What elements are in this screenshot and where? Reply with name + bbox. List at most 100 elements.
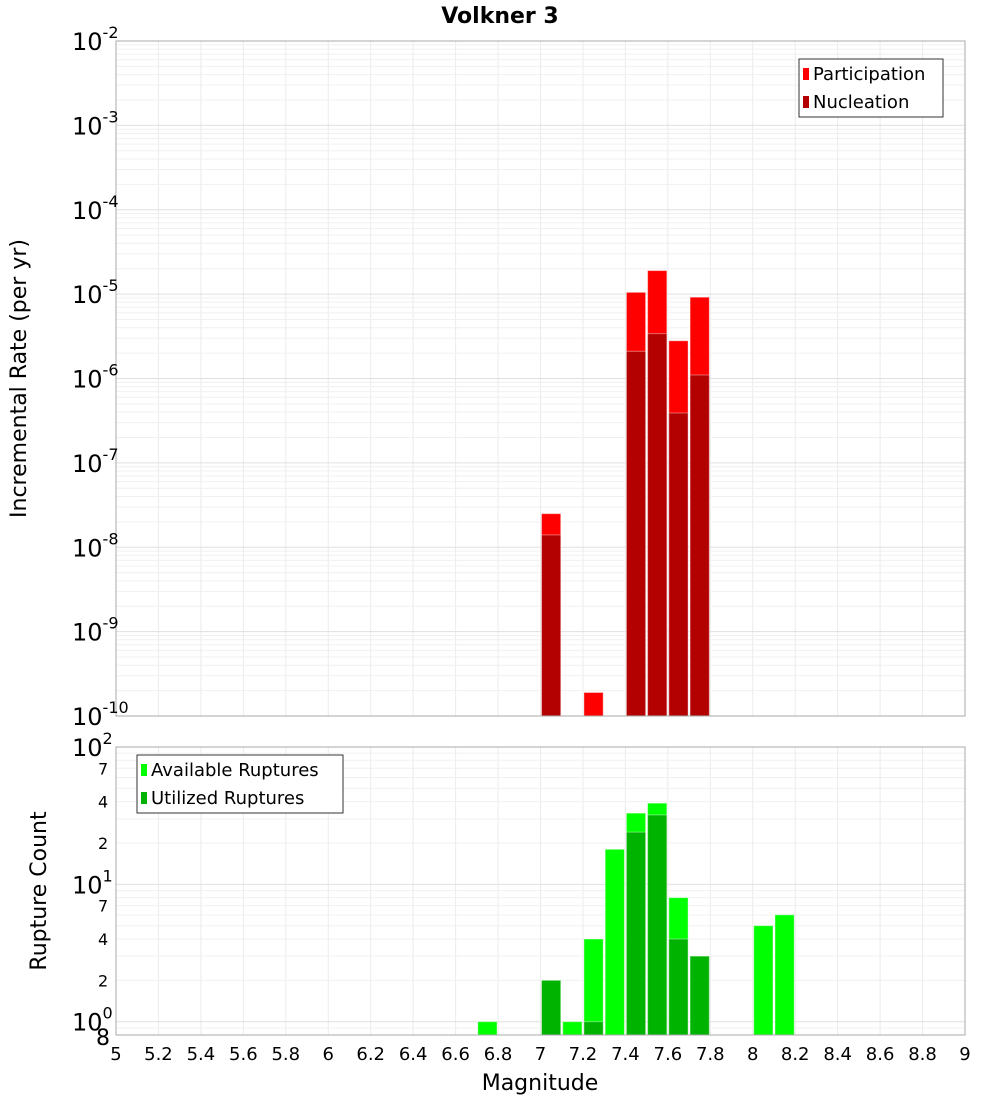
x-tick-label: 7 — [535, 1044, 546, 1065]
y-minor-tick-label: 4 — [98, 930, 108, 949]
y-tick-base: 10 — [72, 112, 103, 140]
y-minor-tick-label: 7 — [98, 759, 108, 778]
y-tick-exponent: -7 — [103, 445, 119, 464]
x-tick-label: 5 — [110, 1044, 121, 1065]
plot-border — [115, 40, 966, 717]
legend-box — [136, 754, 344, 814]
x-tick-label: 9 — [959, 1044, 970, 1065]
y-minor-tick-label: 2 — [98, 834, 108, 853]
x-tick-label: 5.8 — [271, 1044, 300, 1065]
bar-nucleation — [668, 412, 689, 717]
bar-available-ruptures — [583, 938, 604, 1036]
bar-utilized-ruptures — [647, 814, 668, 1036]
legend-swatch — [141, 792, 147, 804]
legend-swatch — [141, 764, 147, 776]
bar-available-ruptures — [562, 1021, 583, 1036]
x-tick-label: 8.6 — [866, 1044, 895, 1065]
y-tick-exponent: 0 — [103, 1004, 113, 1023]
y-tick-label: 10-10 — [72, 698, 129, 731]
x-tick-label: 6.4 — [399, 1044, 428, 1065]
y-minor-tick-label: 4 — [98, 793, 108, 812]
y-tick-exponent: 1 — [103, 866, 113, 885]
y-tick-label: 102 — [72, 729, 113, 762]
bar-nucleation — [541, 534, 562, 717]
x-tick-label: 6 — [323, 1044, 334, 1065]
y-tick-label: 101 — [72, 866, 113, 899]
x-tick-label: 7.2 — [569, 1044, 598, 1065]
x-tick-label: 5.6 — [229, 1044, 258, 1065]
bar-utilized-ruptures — [541, 979, 562, 1036]
bar-available-ruptures — [753, 925, 774, 1036]
x-tick-label: 7.4 — [611, 1044, 640, 1065]
y-tick-exponent: 2 — [103, 729, 113, 748]
bar-utilized-ruptures — [625, 831, 647, 1036]
plot-border — [115, 746, 966, 1036]
bar-nucleation — [647, 333, 668, 717]
x-tick-label: 8.8 — [908, 1044, 937, 1065]
legend-swatch — [803, 68, 809, 80]
chart-title: Volkner 3 — [441, 4, 559, 29]
bar-available-ruptures — [604, 848, 625, 1036]
bar-utilized-ruptures — [583, 1021, 604, 1036]
y-tick-exponent: -2 — [103, 23, 119, 42]
x-axis-label: Magnitude — [482, 1071, 599, 1096]
bar-participation — [583, 691, 604, 717]
y-tick-exponent: -4 — [103, 192, 119, 211]
x-tick-label: 6.8 — [484, 1044, 513, 1065]
y-tick-base: 10 — [72, 619, 103, 647]
y-tick-base: 10 — [72, 871, 103, 899]
y-minor-tick-label: 8 — [96, 1026, 110, 1051]
y-tick-base: 10 — [72, 28, 103, 56]
bar-nucleation — [689, 374, 710, 717]
legend-swatch — [803, 96, 809, 108]
legend-box — [798, 58, 944, 118]
y-tick-label: 10-9 — [72, 614, 119, 647]
y-minor-tick-label: 7 — [98, 897, 108, 916]
x-tick-label: 8 — [747, 1044, 758, 1065]
bar-available-ruptures — [774, 914, 795, 1036]
y-tick-exponent: -3 — [103, 107, 119, 126]
y-tick-base: 10 — [72, 197, 103, 225]
x-tick-label: 7.6 — [654, 1044, 683, 1065]
x-tick-label: 5.2 — [144, 1044, 173, 1065]
y-tick-label: 10-7 — [72, 445, 119, 478]
y-tick-exponent: -10 — [103, 698, 129, 717]
legend-label: Utilized Ruptures — [151, 788, 304, 809]
y-tick-exponent: -6 — [103, 361, 119, 380]
y-minor-tick-label: 2 — [98, 971, 108, 990]
y-tick-label: 10-4 — [72, 192, 119, 225]
y-tick-base: 10 — [72, 734, 103, 762]
y-tick-exponent: -8 — [103, 529, 119, 548]
y-tick-exponent: -9 — [103, 614, 119, 633]
legend-label: Available Ruptures — [151, 760, 319, 781]
y-tick-label: 10-3 — [72, 107, 119, 140]
x-tick-label: 5.4 — [187, 1044, 216, 1065]
y-tick-label: 10-2 — [72, 23, 119, 56]
y-tick-base: 10 — [72, 703, 103, 731]
x-tick-label: 8.4 — [823, 1044, 852, 1065]
y-axis-label: Rupture Count — [27, 811, 52, 971]
bar-utilized-ruptures — [668, 938, 689, 1036]
y-tick-label: 10-6 — [72, 361, 119, 394]
y-tick-base: 10 — [72, 450, 103, 478]
y-tick-exponent: -5 — [103, 276, 119, 295]
bar-available-ruptures — [477, 1021, 498, 1036]
y-tick-label: 100 — [72, 1004, 113, 1037]
y-tick-label: 10-5 — [72, 276, 119, 309]
bar-nucleation — [625, 350, 647, 717]
legend-label: Nucleation — [813, 92, 909, 113]
y-tick-base: 10 — [72, 281, 103, 309]
x-tick-label: 8.2 — [781, 1044, 810, 1065]
bar-utilized-ruptures — [689, 955, 710, 1036]
y-tick-base: 10 — [72, 366, 103, 394]
y-axis-label: Incremental Rate (per yr) — [7, 239, 32, 518]
y-tick-base: 10 — [72, 534, 103, 562]
x-tick-label: 6.6 — [441, 1044, 470, 1065]
x-tick-label: 6.2 — [356, 1044, 385, 1065]
y-tick-base: 10 — [72, 1009, 103, 1037]
legend-label: Participation — [813, 64, 925, 85]
y-tick-label: 10-8 — [72, 529, 119, 562]
x-tick-label: 7.8 — [696, 1044, 725, 1065]
